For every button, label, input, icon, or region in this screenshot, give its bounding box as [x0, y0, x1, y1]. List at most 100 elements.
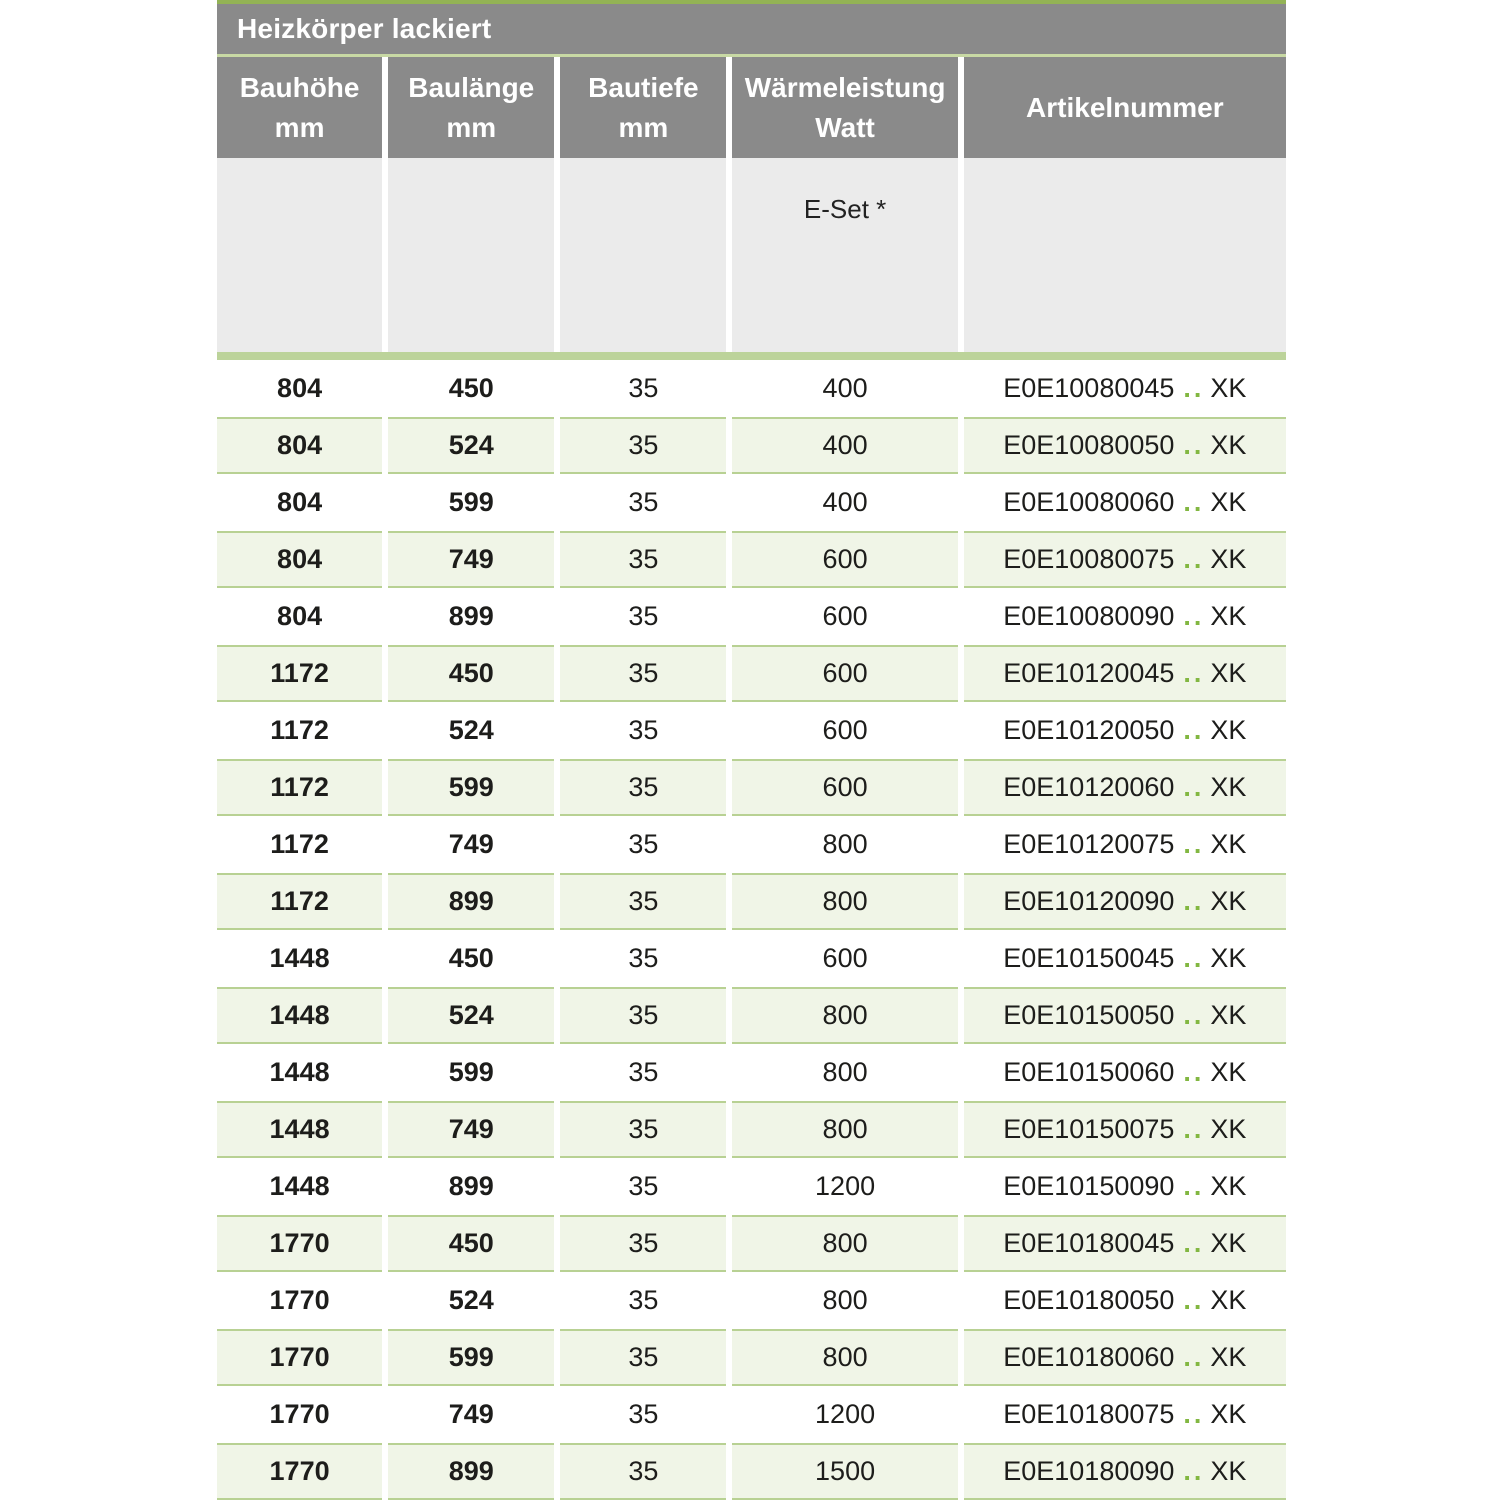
cell-bautiefe: 35 — [560, 1158, 727, 1215]
cell-artikelnummer: E0E10180090 .. XK — [963, 1443, 1286, 1500]
bautiefe-value: 35 — [628, 829, 659, 859]
artikelnummer-dots: .. — [1183, 943, 1205, 973]
baulaenge-value: 524 — [448, 1285, 494, 1315]
column-header-label: Baulänge — [408, 71, 535, 103]
table-row: 804 450 35 400 E0E10080045 .. XK — [217, 360, 1286, 417]
cell-bauhoehe: 1770 — [217, 1386, 383, 1443]
cell-baulaenge: 599 — [388, 474, 555, 531]
table-row: 804 899 35 600 E0E10080090 .. XK — [217, 588, 1286, 645]
column-header-waermeleistung: Wärmeleistung Watt — [732, 57, 958, 158]
cell-artikelnummer: E0E10080075 .. XK — [963, 531, 1286, 588]
cell-baulaenge: 599 — [388, 1044, 555, 1101]
cell-watt: 600 — [732, 588, 958, 645]
artikelnummer-code: E0E10080060 — [1003, 487, 1175, 517]
artikelnummer-suffix: XK — [1210, 1171, 1247, 1201]
watt-value: 600 — [822, 772, 868, 802]
table-row: 1448 450 35 600 E0E10150045 .. XK — [217, 930, 1286, 987]
artikelnummer-suffix: XK — [1210, 1399, 1247, 1429]
cell-bauhoehe: 1448 — [217, 1101, 383, 1158]
column-header-label: Bauhöhe — [239, 71, 360, 103]
artikelnummer-suffix: XK — [1210, 886, 1247, 916]
bauhoehe-value: 1448 — [269, 1171, 330, 1201]
cell-bautiefe: 35 — [560, 702, 727, 759]
cell-artikelnummer: E0E10080045 .. XK — [963, 360, 1286, 417]
cell-baulaenge: 899 — [388, 588, 555, 645]
artikelnummer-dots: .. — [1183, 1057, 1205, 1087]
baulaenge-value: 749 — [448, 1399, 494, 1429]
artikelnummer-code: E0E10080090 — [1003, 601, 1175, 631]
artikelnummer-code: E0E10150090 — [1003, 1171, 1175, 1201]
bauhoehe-value: 1448 — [269, 1000, 330, 1030]
subheader-cell-bauhoehe — [217, 158, 383, 352]
artikelnummer-dots: .. — [1183, 1228, 1205, 1258]
cell-baulaenge: 450 — [388, 930, 555, 987]
watt-value: 800 — [822, 1057, 868, 1087]
bauhoehe-value: 804 — [277, 430, 323, 460]
header-row: Bauhöhe mm Baulänge mm Bautiefe mm Wärme… — [217, 57, 1286, 158]
artikelnummer-suffix: XK — [1210, 1114, 1247, 1144]
product-table: Heizkörper lackiert Bauhöhe mm Baulänge … — [217, 0, 1286, 1500]
cell-bautiefe: 35 — [560, 1329, 727, 1386]
bauhoehe-value: 1448 — [269, 1057, 330, 1087]
cell-artikelnummer: E0E10120075 .. XK — [963, 816, 1286, 873]
table-row: 1172 899 35 800 E0E10120090 .. XK — [217, 873, 1286, 930]
cell-bautiefe: 35 — [560, 930, 727, 987]
cell-bauhoehe: 1448 — [217, 987, 383, 1044]
cell-bautiefe: 35 — [560, 531, 727, 588]
cell-artikelnummer: E0E10120090 .. XK — [963, 873, 1286, 930]
artikelnummer-suffix: XK — [1210, 487, 1247, 517]
baulaenge-value: 899 — [448, 1456, 494, 1486]
cell-bautiefe: 35 — [560, 588, 727, 645]
bauhoehe-value: 1172 — [270, 658, 329, 688]
artikelnummer-code: E0E10180075 — [1003, 1399, 1175, 1429]
artikelnummer-code: E0E10150075 — [1003, 1114, 1175, 1144]
column-header-unit: mm — [618, 111, 669, 143]
cell-bauhoehe: 1770 — [217, 1329, 383, 1386]
cell-bautiefe: 35 — [560, 417, 727, 474]
cell-artikelnummer: E0E10120050 .. XK — [963, 702, 1286, 759]
cell-baulaenge: 749 — [388, 1386, 555, 1443]
cell-watt: 400 — [732, 360, 958, 417]
cell-baulaenge: 749 — [388, 1101, 555, 1158]
cell-bauhoehe: 1448 — [217, 1044, 383, 1101]
table-row: 1172 524 35 600 E0E10120050 .. XK — [217, 702, 1286, 759]
table-row: 1770 524 35 800 E0E10180050 .. XK — [217, 1272, 1286, 1329]
baulaenge-value: 749 — [448, 1114, 494, 1144]
artikelnummer-code: E0E10150050 — [1003, 1000, 1175, 1030]
column-header-label: Bautiefe — [588, 71, 699, 103]
cell-baulaenge: 524 — [388, 1272, 555, 1329]
cell-bautiefe: 35 — [560, 1443, 727, 1500]
artikelnummer-dots: .. — [1183, 1399, 1205, 1429]
cell-artikelnummer: E0E10150090 .. XK — [963, 1158, 1286, 1215]
watt-value: 800 — [822, 1228, 868, 1258]
baulaenge-value: 450 — [448, 943, 494, 973]
cell-bauhoehe: 1448 — [217, 930, 383, 987]
eset-note: E-Set * — [803, 194, 887, 224]
table-row: 804 524 35 400 E0E10080050 .. XK — [217, 417, 1286, 474]
cell-bauhoehe: 1172 — [217, 702, 383, 759]
bautiefe-value: 35 — [628, 1228, 659, 1258]
column-header-unit: mm — [446, 111, 497, 143]
bauhoehe-value: 1770 — [269, 1456, 330, 1486]
baulaenge-value: 524 — [448, 1000, 494, 1030]
cell-bautiefe: 35 — [560, 1044, 727, 1101]
artikelnummer-dots: .. — [1183, 715, 1205, 745]
cell-baulaenge: 599 — [388, 1329, 555, 1386]
cell-bautiefe: 35 — [560, 1386, 727, 1443]
cell-artikelnummer: E0E10180060 .. XK — [963, 1329, 1286, 1386]
cell-bauhoehe: 1172 — [217, 759, 383, 816]
bautiefe-value: 35 — [628, 544, 659, 574]
cell-watt: 800 — [732, 1215, 958, 1272]
subheader-cell-artikelnummer — [963, 158, 1286, 352]
artikelnummer-code: E0E10150045 — [1003, 943, 1175, 973]
cell-baulaenge: 599 — [388, 759, 555, 816]
cell-bautiefe: 35 — [560, 987, 727, 1044]
title-separator-line — [217, 54, 1286, 57]
cell-baulaenge: 450 — [388, 645, 555, 702]
watt-value: 1500 — [815, 1456, 876, 1486]
table-row: 1172 599 35 600 E0E10120060 .. XK — [217, 759, 1286, 816]
table-title-bar: Heizkörper lackiert — [217, 4, 1286, 54]
cell-artikelnummer: E0E10180075 .. XK — [963, 1386, 1286, 1443]
bauhoehe-value: 1172 — [270, 772, 329, 802]
baulaenge-value: 899 — [448, 1171, 494, 1201]
